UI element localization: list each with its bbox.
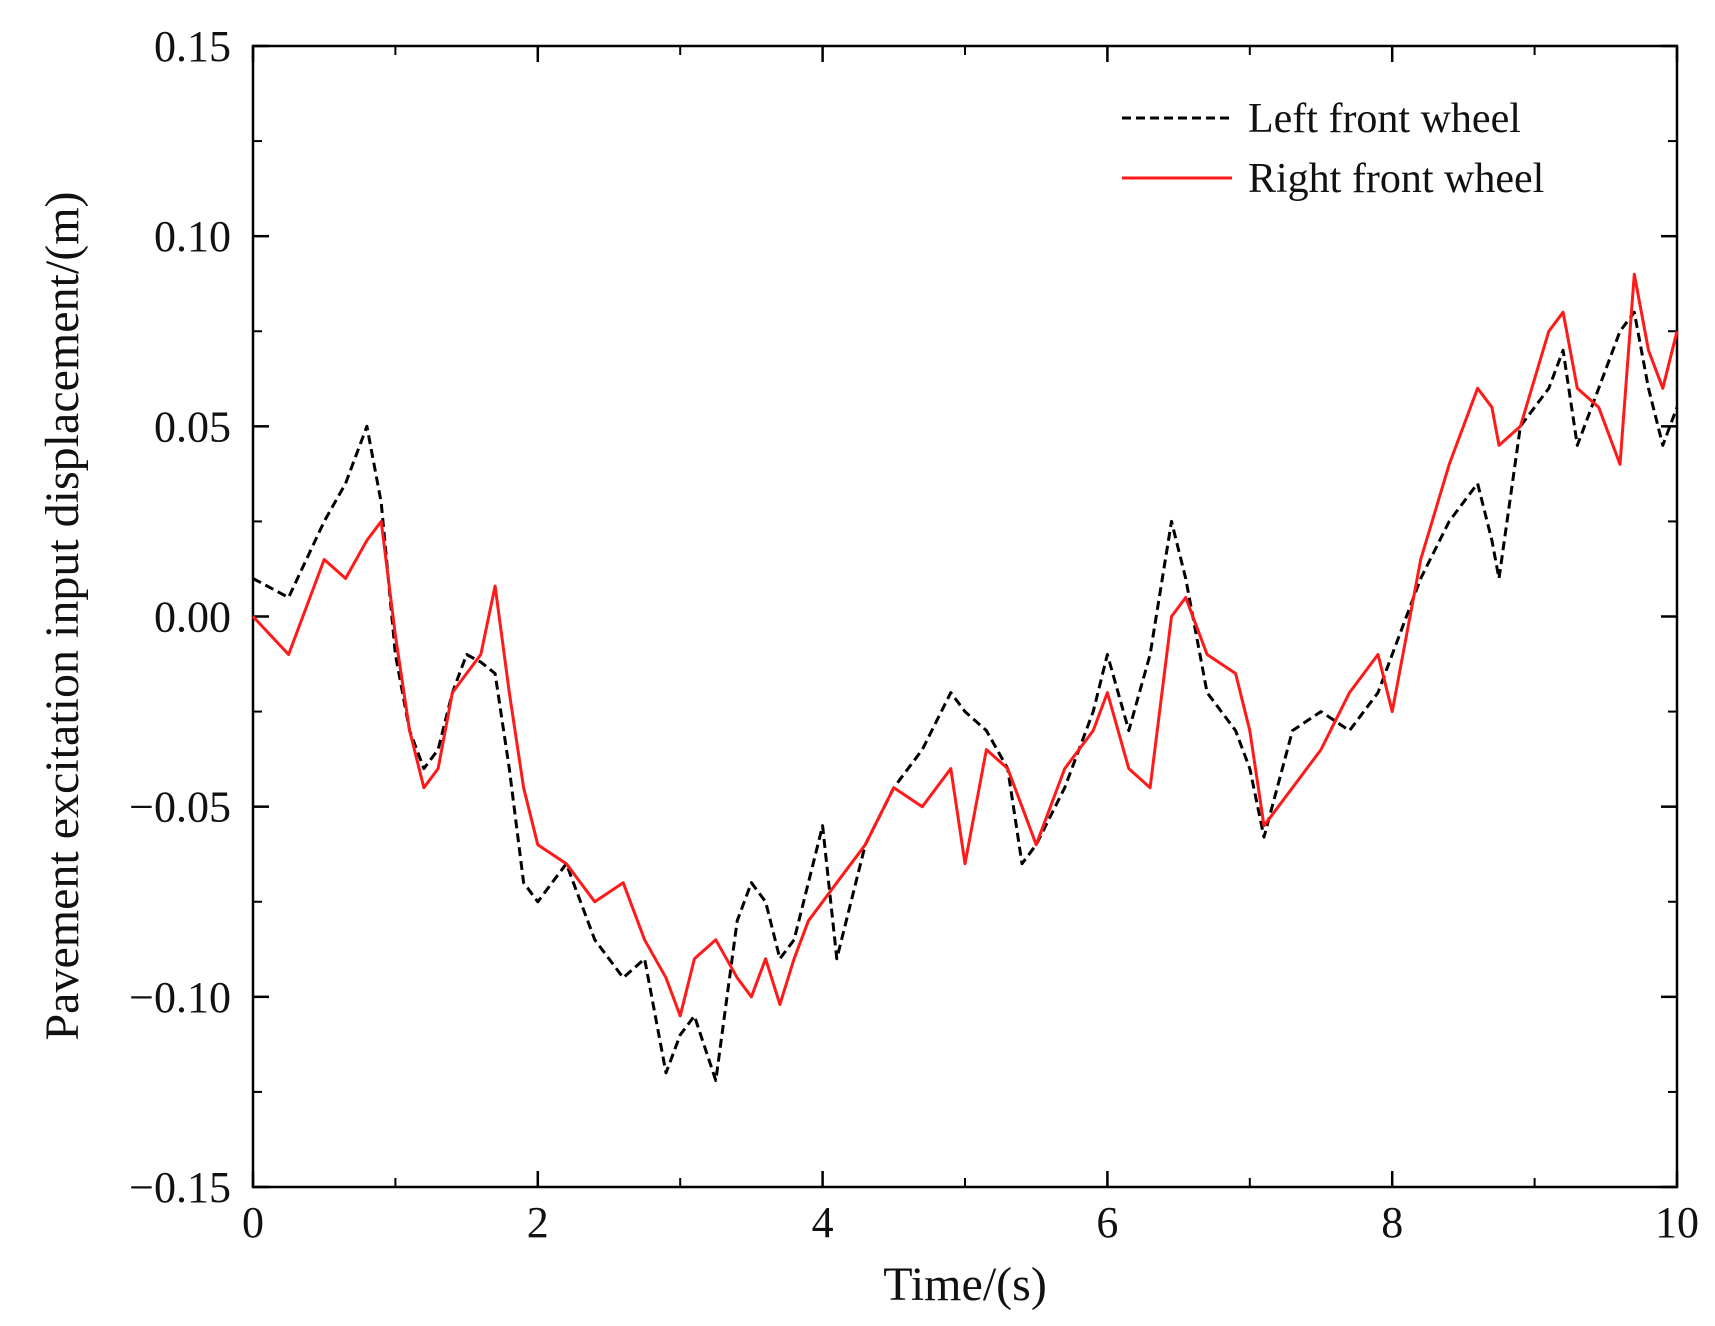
- legend-label-left-front-wheel: Left front wheel: [1248, 96, 1521, 142]
- series-layer: [251, 272, 1679, 1082]
- y-tick-label: −0.10: [129, 973, 231, 1022]
- y-tick-label: 0.00: [154, 593, 231, 642]
- legend: Left front wheel Right front wheel: [1122, 96, 1544, 202]
- y-tick-label: −0.05: [129, 783, 231, 832]
- y-axis-ticks: 0.15 0.10 0.05 0.00 −0.05 −0.10 −0.15: [129, 22, 1677, 1212]
- plot-frame: [251, 44, 1679, 1189]
- series-line-right-front-wheel: [251, 272, 1679, 1018]
- x-tick-label: 2: [527, 1198, 549, 1247]
- legend-label-right-front-wheel: Right front wheel: [1248, 156, 1544, 202]
- x-axis-ticks: 0 2 4 6 8 10: [242, 46, 1699, 1247]
- y-tick-label: 0.15: [154, 22, 231, 71]
- y-tick-label: 0.10: [154, 212, 231, 261]
- x-tick-label: 6: [1096, 1198, 1118, 1247]
- x-axis-title: Time/(s): [883, 1258, 1047, 1311]
- x-tick-label: 10: [1655, 1198, 1699, 1247]
- x-tick-label: 4: [812, 1198, 834, 1247]
- series-line-left-front-wheel: [252, 310, 1679, 1082]
- y-tick-label: −0.15: [129, 1163, 231, 1212]
- x-tick-label: 0: [242, 1198, 264, 1247]
- y-axis-title: Pavement excitation input displacement/(…: [36, 191, 89, 1040]
- y-tick-label: 0.05: [154, 402, 231, 451]
- x-tick-label: 8: [1381, 1198, 1403, 1247]
